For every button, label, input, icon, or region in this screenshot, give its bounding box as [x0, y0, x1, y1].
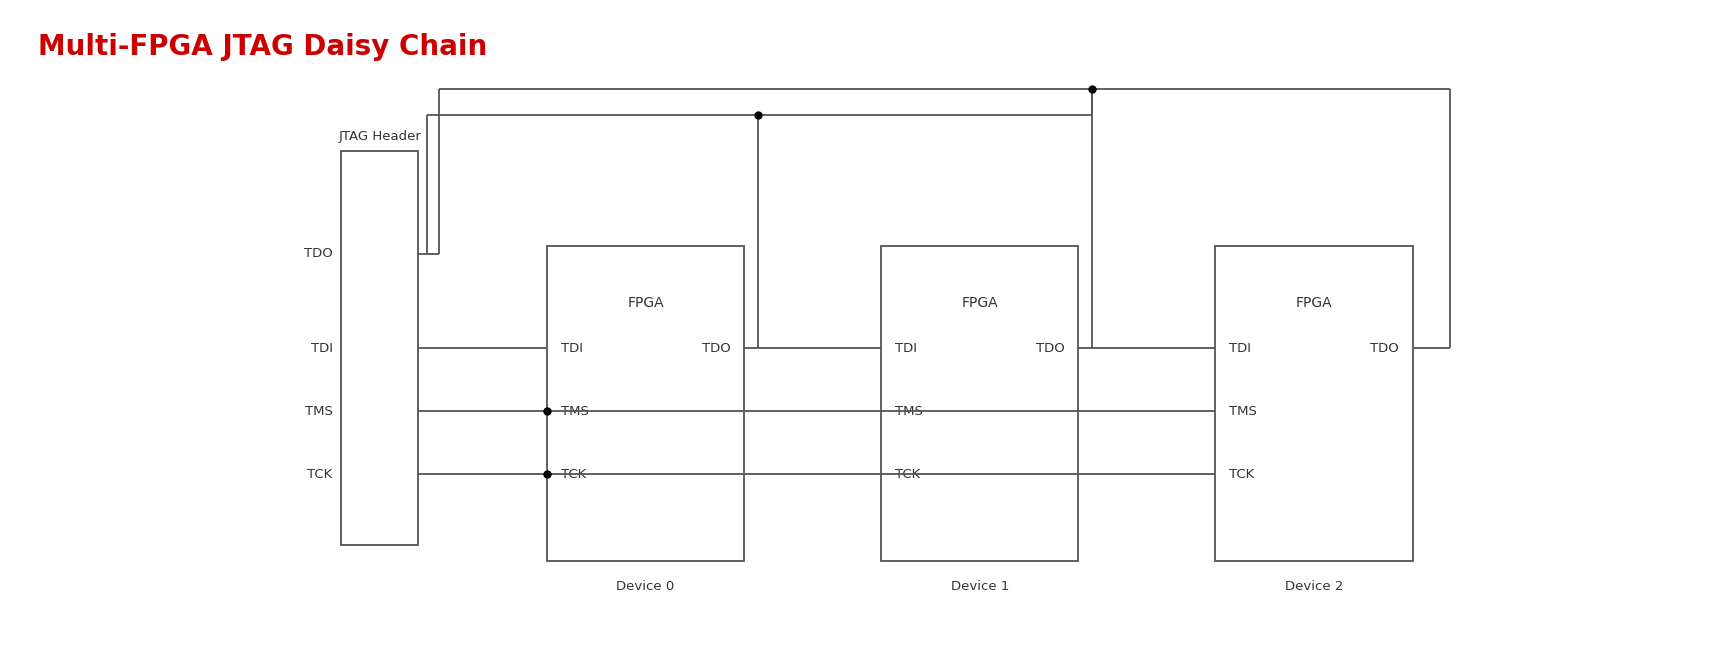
- Text: FPGA: FPGA: [961, 296, 999, 310]
- Text: FPGA: FPGA: [1296, 296, 1332, 310]
- Text: Device 1: Device 1: [950, 580, 1009, 593]
- Text: Device 0: Device 0: [617, 580, 674, 593]
- Text: TCK: TCK: [308, 468, 332, 480]
- Text: Device 2: Device 2: [1284, 580, 1343, 593]
- Bar: [1215, 247, 1412, 561]
- Bar: [881, 247, 1078, 561]
- Text: TDO: TDO: [702, 342, 731, 354]
- Bar: [546, 247, 745, 561]
- Text: Multi-FPGA JTAG Daisy Chain: Multi-FPGA JTAG Daisy Chain: [38, 34, 487, 61]
- Text: TCK: TCK: [560, 468, 586, 480]
- Text: TDI: TDI: [895, 342, 918, 354]
- Text: TMS: TMS: [1229, 405, 1256, 417]
- Text: TCK: TCK: [1229, 468, 1255, 480]
- Text: TDO: TDO: [1035, 342, 1064, 354]
- Bar: [340, 151, 418, 545]
- Text: FPGA: FPGA: [627, 296, 664, 310]
- Text: JTAG Header: JTAG Header: [339, 131, 422, 143]
- Text: TDO: TDO: [1370, 342, 1398, 354]
- Text: TMS: TMS: [560, 405, 589, 417]
- Text: TDI: TDI: [560, 342, 582, 354]
- Text: TDI: TDI: [1229, 342, 1251, 354]
- Text: TMS: TMS: [304, 405, 332, 417]
- Text: TDO: TDO: [304, 247, 332, 260]
- Text: TDI: TDI: [311, 342, 332, 354]
- Text: TMS: TMS: [895, 405, 923, 417]
- Text: TCK: TCK: [895, 468, 919, 480]
